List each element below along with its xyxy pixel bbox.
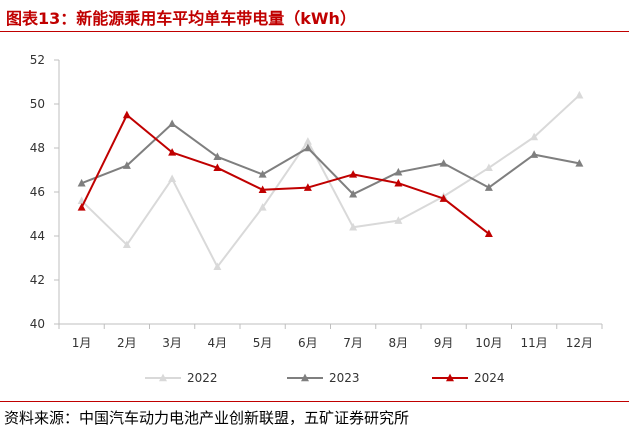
x-tick-label: 5月 [253,336,273,350]
data-point-2024 [122,110,131,119]
data-point-2023 [122,161,131,169]
data-point-2024 [394,178,403,187]
x-tick-label: 6月 [298,336,318,350]
data-point-2022 [394,216,403,224]
legend: 2022 2023 2024 [145,371,505,385]
data-point-2022 [575,90,584,99]
data-point-2023 [213,152,222,161]
data-point-2023 [484,183,493,191]
y-tick-label: 40 [30,317,45,331]
source-note: 资料来源：中国汽车动力电池产业创新联盟，五矿证券研究所 [0,401,629,435]
x-tick-label: 7月 [343,336,363,350]
legend-marker-2023 [301,373,309,382]
data-point-2023 [77,178,86,187]
y-tick-label: 50 [30,97,45,111]
x-tick-label: 1月 [72,336,92,350]
x-tick-label: 4月 [208,336,228,350]
y-tick-label: 48 [30,141,45,155]
data-point-2022 [213,262,222,271]
x-axis: 1月 2月 3月 4月 5月 6月 7月 8月 9月 10月 11月 12月 [58,324,603,350]
data-point-2024 [349,170,358,178]
data-point-2022 [303,137,312,145]
y-tick-label: 46 [30,185,45,199]
x-tick-label: 8月 [389,336,409,350]
data-point-2024 [213,163,222,172]
y-tick-label: 42 [30,273,45,287]
data-point-2023 [168,119,177,128]
legend-marker-2022 [159,373,167,382]
x-tick-label: 3月 [162,336,182,350]
data-point-2022 [168,174,177,183]
series-group [77,90,584,271]
x-tick-label: 9月 [434,336,454,350]
x-tick-label: 2月 [117,336,137,350]
series-line-2022 [80,94,581,268]
legend-marker-2024 [446,373,454,382]
data-point-2024 [439,194,448,202]
data-point-2024 [484,229,493,238]
data-point-2024 [258,185,267,194]
y-tick-label: 44 [30,229,45,243]
data-point-2023 [394,167,403,176]
legend-label-2022: 2022 [187,371,218,385]
y-axis-ticks: 40 42 44 46 48 50 52 [30,53,59,331]
data-point-2023 [303,143,312,152]
data-point-2023 [349,189,358,198]
data-point-2023 [575,159,584,167]
data-point-2022 [484,163,493,172]
data-point-2024 [168,148,177,156]
y-tick-label: 52 [30,53,45,67]
data-point-2024 [303,183,312,191]
x-tick-label: 11月 [520,336,547,350]
data-point-2022 [349,222,358,231]
data-point-2022 [122,240,131,249]
series-line-2024 [80,114,490,235]
series-line-2023 [81,122,580,196]
data-point-2024 [77,203,86,211]
x-tick-label: 10月 [475,336,502,350]
chart-title: 图表13：新能源乘用车平均单车带电量（kWh） [0,0,629,32]
plot-area [58,60,602,325]
data-point-2022 [258,203,267,211]
data-point-2023 [530,150,539,158]
data-point-2023 [439,159,448,167]
data-point-2023 [258,170,267,178]
data-point-2022 [530,132,539,141]
legend-label-2024: 2024 [474,371,505,385]
legend-label-2023: 2023 [329,371,360,385]
x-tick-label: 12月 [566,336,593,350]
